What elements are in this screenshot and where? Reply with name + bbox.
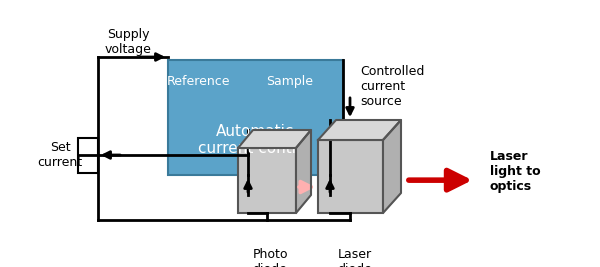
Text: Sample: Sample <box>266 75 314 88</box>
Text: Controlled
current
source: Controlled current source <box>360 65 424 108</box>
Text: Laser
light to
optics: Laser light to optics <box>490 150 541 193</box>
Text: Supply
voltage: Supply voltage <box>104 28 151 56</box>
Bar <box>168 60 343 175</box>
Text: Reference: Reference <box>166 75 230 88</box>
Text: Automatic
current control: Automatic current control <box>199 124 311 156</box>
Polygon shape <box>296 130 311 213</box>
Bar <box>318 140 383 213</box>
Text: Laser
diode: Laser diode <box>338 248 373 267</box>
Polygon shape <box>318 120 401 140</box>
Polygon shape <box>238 130 311 148</box>
Polygon shape <box>383 120 401 213</box>
Text: Set
current: Set current <box>37 141 83 169</box>
Text: Photo
diode: Photo diode <box>252 248 288 267</box>
Bar <box>78 138 98 173</box>
Bar <box>238 148 296 213</box>
